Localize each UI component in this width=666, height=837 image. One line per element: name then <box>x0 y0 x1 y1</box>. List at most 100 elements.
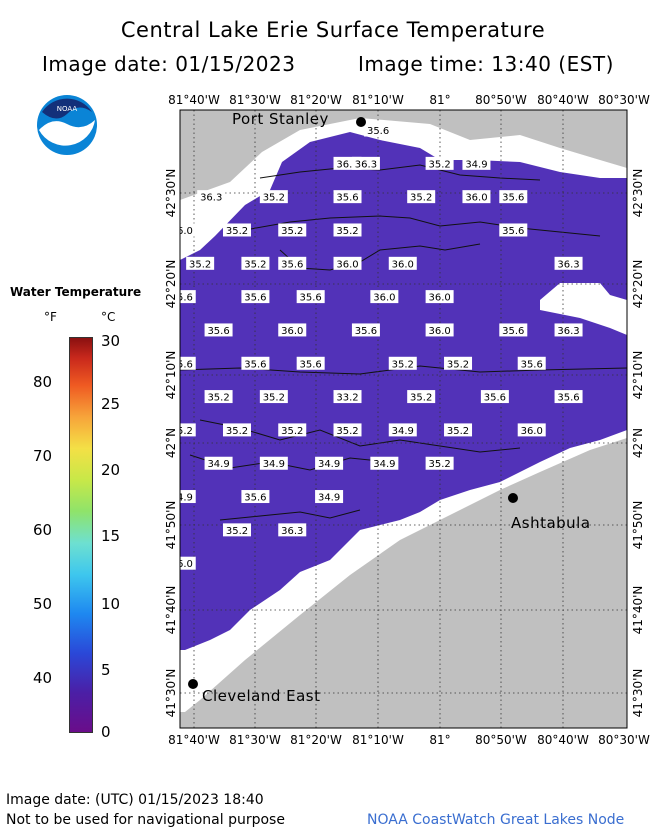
temperature-label-box <box>554 323 583 337</box>
temperature-label: 35.2 <box>278 423 307 437</box>
lon-label: 80°50'W <box>475 733 527 747</box>
temperature-label-box <box>315 456 344 470</box>
temperature-label-box <box>425 456 454 470</box>
temperature-label: 36.3 <box>278 523 307 537</box>
temperature-label-box <box>351 156 380 170</box>
temperature-value: 34.9 <box>465 159 487 170</box>
lat-label: 42°20'N <box>631 260 645 309</box>
temperature-value: 35.6 <box>171 293 193 304</box>
lat-label: 42°N <box>164 428 178 458</box>
temperature-label: 34.9 <box>315 490 344 504</box>
lon-label: 81°30'W <box>229 733 281 747</box>
temperature-label: 35.2 <box>131 390 159 404</box>
lon-labels-bottom: 81°40'W 81°30'W 81°20'W 81°10'W 81° 80°5… <box>168 733 650 747</box>
image-time: Image time: 13:40 (EST) <box>358 52 614 76</box>
legend-unit-c: °C <box>101 310 116 324</box>
temperature-value: 34.9 <box>318 459 340 470</box>
temperature-label: 36.0 <box>131 257 159 271</box>
lat-labels-left: 42°30'N 42°20'N 42°10'N 42°N 41°50'N 41°… <box>164 169 178 718</box>
temperature-value: 35.6 <box>336 193 358 204</box>
temperature-value: 35.2 <box>447 426 469 437</box>
temperature-label-box <box>180 356 196 370</box>
lat-label: 42°30'N <box>164 169 178 218</box>
temperature-label: 35.6 <box>517 356 546 370</box>
temperature-label-box <box>278 223 307 237</box>
temperature-label: 35.2 <box>222 223 251 237</box>
temperature-value: 35.6 <box>244 359 266 370</box>
temperature-label-box <box>278 523 307 537</box>
temperature-value: 36.3 <box>557 259 579 270</box>
temperature-label: 34.9 <box>259 456 288 470</box>
city-label-ashtabula: Ashtabula <box>511 514 591 532</box>
legend-unit-f: °F <box>44 310 57 324</box>
temperature-label-box <box>333 423 362 437</box>
temperature-label-box <box>333 390 362 404</box>
temperature-label: 34.9 <box>370 456 399 470</box>
temperature-label: 36.0 <box>278 323 307 337</box>
temperature-label-box <box>499 223 528 237</box>
temperature-label: 36.3 <box>197 190 226 204</box>
temperature-label-box <box>315 490 344 504</box>
temperature-label-box <box>480 390 509 404</box>
temperature-label: 35.6 <box>296 356 325 370</box>
temperature-value: 35.6 <box>502 193 524 204</box>
lon-label: 81°40'W <box>168 733 220 747</box>
lat-label: 41°30'N <box>631 669 645 718</box>
temperature-label-box <box>180 556 196 570</box>
lon-label: 80°30'W <box>598 733 650 747</box>
temperature-value: 35.2 <box>410 393 432 404</box>
temperature-value: 35.2 <box>392 359 414 370</box>
temperature-value: 35.6 <box>502 226 524 237</box>
temperature-label: 35.2 <box>388 356 417 370</box>
temperature-value: 35.2 <box>134 459 156 470</box>
temperature-label-box <box>131 323 159 336</box>
lon-label: 80°50'W <box>475 93 527 107</box>
temperature-value: 35.2 <box>244 259 266 270</box>
temperature-value: 36.0 <box>134 526 156 537</box>
temperature-label-box <box>180 423 196 437</box>
temperature-label-box <box>241 256 270 270</box>
temperature-value: 36.0 <box>428 293 450 304</box>
temperature-value: 33.2 <box>336 393 358 404</box>
lat-label: 41°30'N <box>164 669 178 718</box>
temperature-label-box <box>407 190 436 204</box>
temperature-label: 35.6 <box>278 256 307 270</box>
temperature-label-box <box>186 256 215 270</box>
lon-labels-top: 81°40'W 81°30'W 81°20'W 81°10'W 81° 80°5… <box>168 93 650 107</box>
temperature-label-box <box>180 290 196 304</box>
lat-label: 41°50'N <box>164 501 178 550</box>
lon-label: 80°40'W <box>537 93 589 107</box>
temperature-label-box <box>278 256 307 270</box>
temperature-label: 35.2 <box>222 423 251 437</box>
temperature-label: 35.2 <box>407 390 436 404</box>
temperature-label-box <box>388 256 417 270</box>
temperature-label: 35.2 <box>180 423 196 437</box>
lon-label: 80°40'W <box>537 733 589 747</box>
lon-label: 80°30'W <box>598 93 650 107</box>
lat-label: 42°10'N <box>164 351 178 400</box>
lon-label: 81°40'W <box>168 93 220 107</box>
temperature-label-box <box>296 356 325 370</box>
lat-label: 41°40'N <box>164 586 178 635</box>
temperature-value: 36.0 <box>521 426 543 437</box>
temperature-label: 34.9 <box>315 456 344 470</box>
lat-label: 41°40'N <box>631 586 645 635</box>
lon-label: 81°20'W <box>290 93 342 107</box>
c-tick-label: 30 <box>101 332 121 350</box>
temperature-labels: 35.6 36.3 36.3 35.2 34.9 36.3 35.2 35.6 35.2 36.0… <box>131 123 583 570</box>
temperature-label: 36.0 <box>333 256 362 270</box>
lat-label: 42°N <box>631 428 645 458</box>
temperature-label-box <box>425 156 454 170</box>
lon-label: 81°10'W <box>352 733 404 747</box>
temperature-label-box <box>204 323 233 337</box>
f-tick-label: 50 <box>33 595 53 613</box>
temperature-value: 34.9 <box>318 493 340 504</box>
footer-credit: NOAA CoastWatch Great Lakes Node <box>367 812 625 828</box>
city-marker-port-stanley <box>356 117 366 127</box>
temperature-label: 36.0 <box>517 423 546 437</box>
temperature-label-box <box>259 190 288 204</box>
temperature-value: 35.6 <box>171 359 193 370</box>
temperature-value: 35.2 <box>207 393 229 404</box>
temperature-label: 35.2 <box>204 390 233 404</box>
temperature-value: 36.3 <box>557 326 579 337</box>
